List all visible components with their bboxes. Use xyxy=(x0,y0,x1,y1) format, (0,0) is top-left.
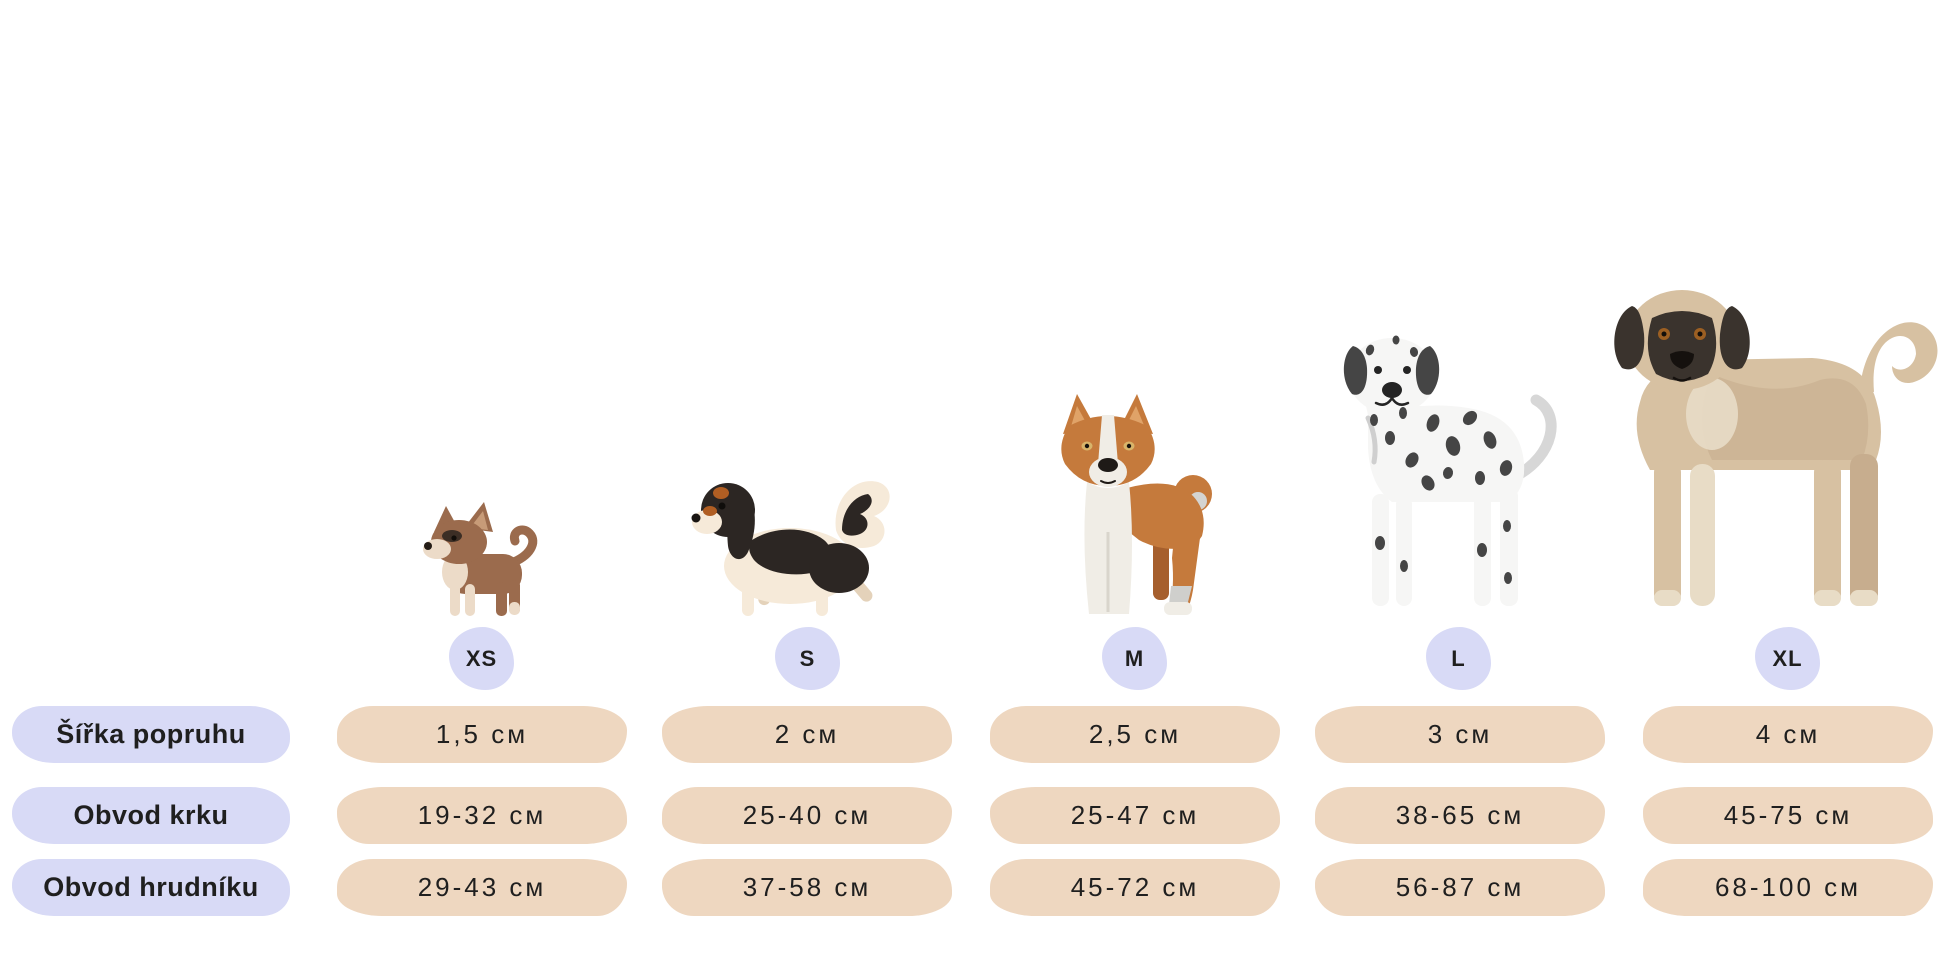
row-label-strap-width: Šířka popruhu xyxy=(12,706,290,763)
value-pill: 45-75 см xyxy=(1643,787,1933,844)
size-badge-m: M xyxy=(1102,627,1167,690)
size-badge-xs: XS xyxy=(449,627,514,690)
value-pill: 4 см xyxy=(1643,706,1933,763)
cavalier-king-charles-spaniel-dog-icon xyxy=(691,481,890,616)
value-pill: 68-100 см xyxy=(1643,859,1933,916)
value-pill: 56-87 см xyxy=(1315,859,1605,916)
value-pill: 1,5 см xyxy=(337,706,627,763)
value-pill: 25-40 см xyxy=(662,787,952,844)
size-badge-l: L xyxy=(1426,627,1491,690)
basenji-dog-icon xyxy=(1061,394,1212,615)
value-pill: 2 см xyxy=(662,706,952,763)
value-pill: 25-47 см xyxy=(990,787,1280,844)
anatolian-shepherd-dog-icon xyxy=(1614,290,1938,606)
value-pill: 2,5 см xyxy=(990,706,1280,763)
value-pill: 37-58 см xyxy=(662,859,952,916)
value-pill: 29-43 см xyxy=(337,859,627,916)
dalmatian-dog-icon xyxy=(1343,335,1557,606)
row-label-chest-circumference: Obvod hrudníku xyxy=(12,859,290,916)
chihuahua-dog-icon xyxy=(423,502,538,616)
value-pill: 38-65 см xyxy=(1315,787,1605,844)
value-pill: 45-72 см xyxy=(990,859,1280,916)
size-badge-s: S xyxy=(775,627,840,690)
size-badge-xl: XL xyxy=(1755,627,1820,690)
row-label-neck-circumference: Obvod krku xyxy=(12,787,290,844)
value-pill: 3 см xyxy=(1315,706,1605,763)
value-pill: 19-32 см xyxy=(337,787,627,844)
